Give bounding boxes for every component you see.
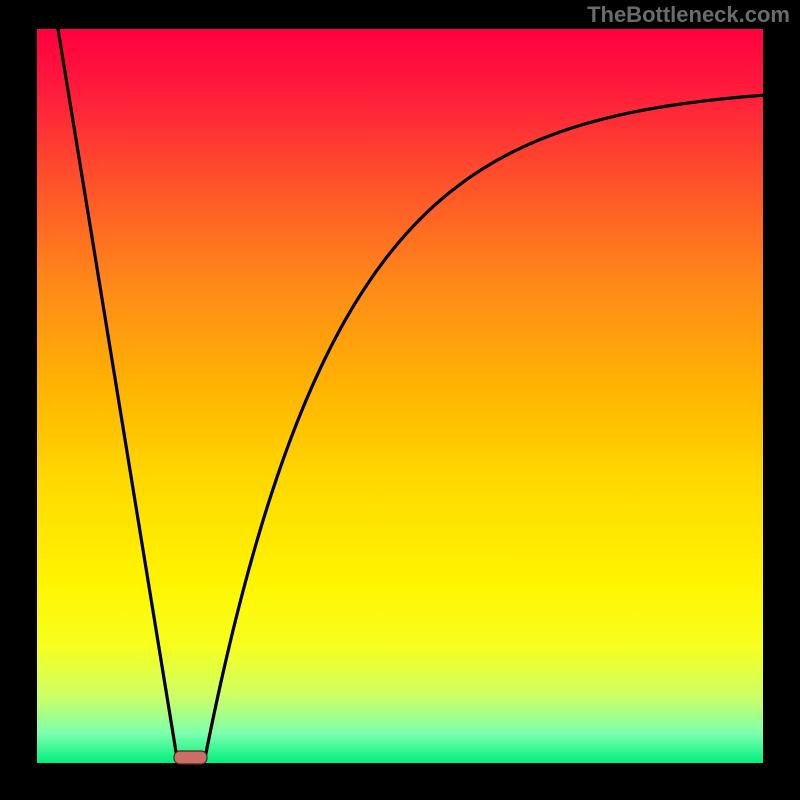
chart-background	[37, 29, 763, 763]
optimum-marker	[174, 751, 207, 764]
bottleneck-chart	[0, 0, 800, 800]
chart-frame-right	[763, 0, 800, 800]
watermark-text: TheBottleneck.com	[587, 2, 790, 28]
chart-frame-left	[0, 0, 37, 800]
chart-container: TheBottleneck.com	[0, 0, 800, 800]
chart-frame-bottom	[0, 763, 800, 800]
